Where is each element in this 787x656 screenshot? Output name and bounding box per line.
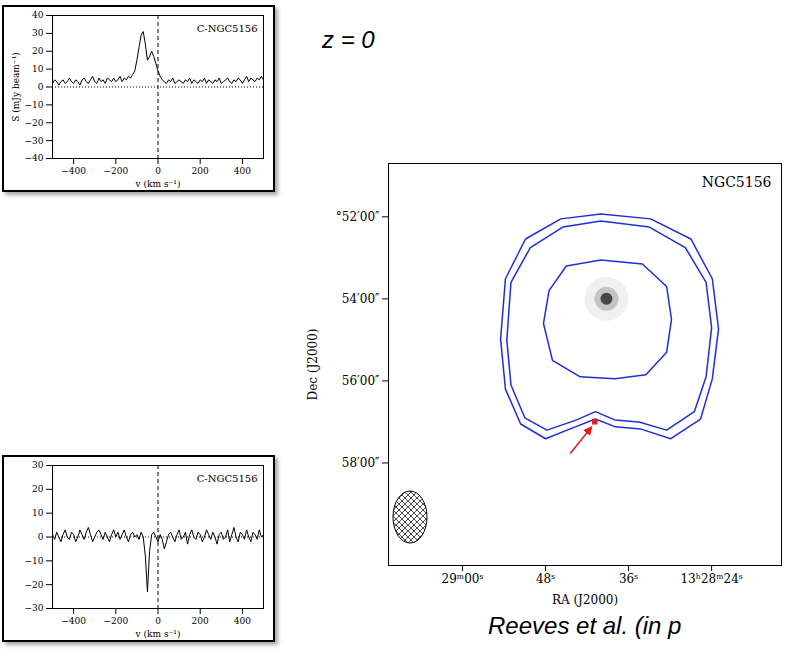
svg-text:10: 10	[32, 508, 44, 518]
svg-text:−10: −10	[25, 556, 44, 566]
svg-text:30: 30	[32, 28, 44, 38]
svg-text:30: 30	[32, 460, 44, 470]
html-text:Reeves et al. (in p: Reeves et al. (in p	[488, 612, 682, 639]
svg-text:400: 400	[234, 616, 251, 626]
svg-text:0: 0	[38, 532, 44, 542]
svg-text:S (mJy beam⁻¹): S (mJy beam⁻¹)	[11, 52, 21, 121]
svg-text:0: 0	[38, 82, 44, 92]
svg-text:54′00″: 54′00″	[342, 292, 380, 306]
svg-text:C-NGC5156: C-NGC5156	[197, 23, 258, 34]
svg-text:40: 40	[32, 10, 44, 20]
svg-text:400: 400	[234, 166, 251, 176]
svg-text:200: 200	[192, 616, 209, 626]
svg-text:10: 10	[32, 64, 44, 74]
svg-text:200: 200	[192, 166, 209, 176]
svg-text:−30: −30	[25, 603, 44, 613]
svg-text:13ʰ28ᵐ24ˢ: 13ʰ28ᵐ24ˢ	[680, 572, 742, 586]
svg-text:20: 20	[32, 46, 44, 56]
svg-text:−40: −40	[25, 153, 44, 163]
svg-text:°52′00″: °52′00″	[336, 210, 380, 224]
svg-text:RA (J2000): RA (J2000)	[552, 593, 618, 607]
svg-text:−400: −400	[61, 166, 86, 176]
svg-text:C-NGC5156: C-NGC5156	[197, 473, 258, 484]
svg-text:−10: −10	[25, 100, 44, 110]
svg-text:−200: −200	[103, 166, 128, 176]
svg-text:0: 0	[155, 616, 161, 626]
svg-text:−400: −400	[61, 616, 86, 626]
svg-text:56′00″: 56′00″	[342, 374, 380, 388]
svg-text:0: 0	[155, 166, 161, 176]
svg-text:58′00″: 58′00″	[342, 456, 380, 470]
svg-text:20: 20	[32, 484, 44, 494]
svg-text:v (km s⁻¹): v (km s⁻¹)	[135, 629, 181, 639]
svg-text:Dec (J2000): Dec (J2000)	[306, 329, 320, 401]
svg-text:−20: −20	[25, 118, 44, 128]
html-text:z = 0: z = 0	[322, 26, 375, 53]
svg-text:v (km s⁻¹): v (km s⁻¹)	[135, 179, 181, 189]
svg-text:48ˢ: 48ˢ	[536, 572, 555, 586]
svg-text:−20: −20	[25, 580, 44, 590]
svg-text:NGC5156: NGC5156	[702, 174, 772, 190]
svg-text:−30: −30	[25, 136, 44, 146]
svg-text:36ˢ: 36ˢ	[619, 572, 638, 586]
svg-text:29ᵐ00ˢ: 29ᵐ00ˢ	[442, 572, 484, 586]
svg-text:−200: −200	[103, 616, 128, 626]
